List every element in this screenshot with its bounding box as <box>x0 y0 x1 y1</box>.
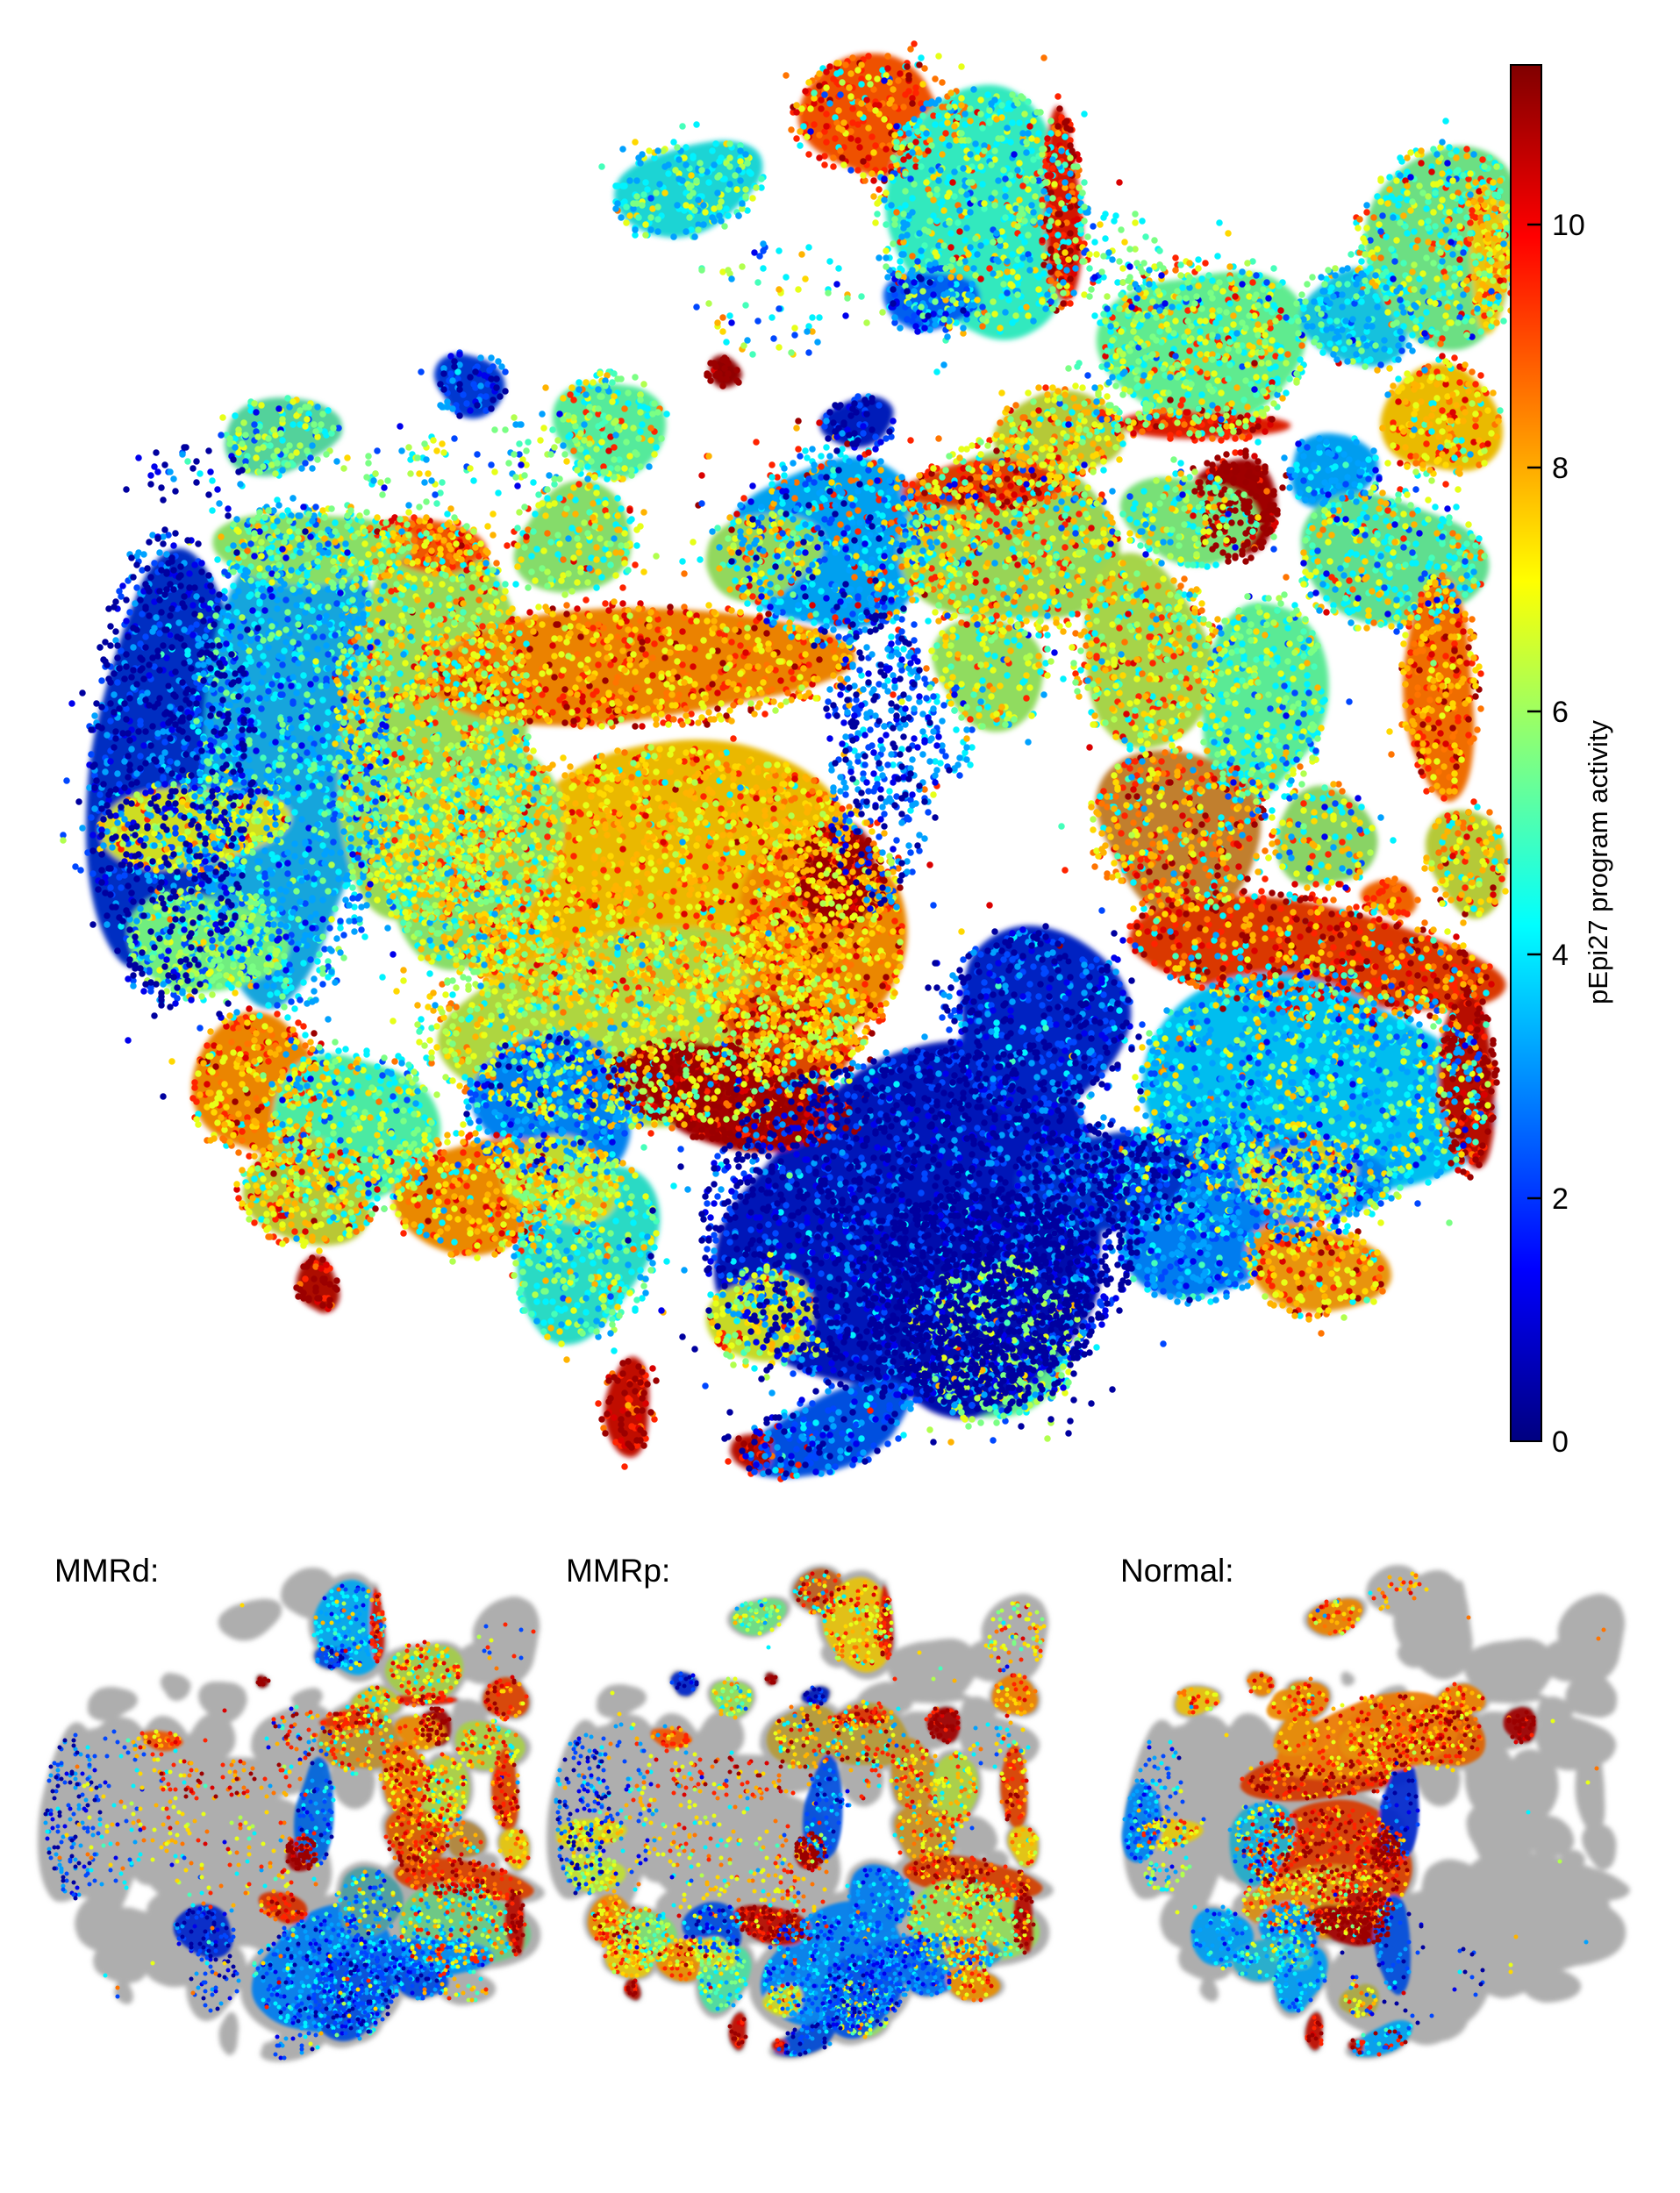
svg-text:10: 10 <box>1552 209 1585 242</box>
svg-text:MMRd:: MMRd: <box>54 1553 159 1589</box>
svg-text:pEpi27 program activity: pEpi27 program activity <box>1583 720 1613 1004</box>
svg-text:8: 8 <box>1552 452 1569 485</box>
svg-text:0: 0 <box>1552 1425 1569 1459</box>
svg-text:Normal:: Normal: <box>1120 1553 1234 1589</box>
svg-text:2: 2 <box>1552 1182 1569 1216</box>
svg-text:MMRp:: MMRp: <box>566 1553 670 1589</box>
svg-text:4: 4 <box>1552 939 1569 972</box>
svg-text:6: 6 <box>1552 696 1569 729</box>
